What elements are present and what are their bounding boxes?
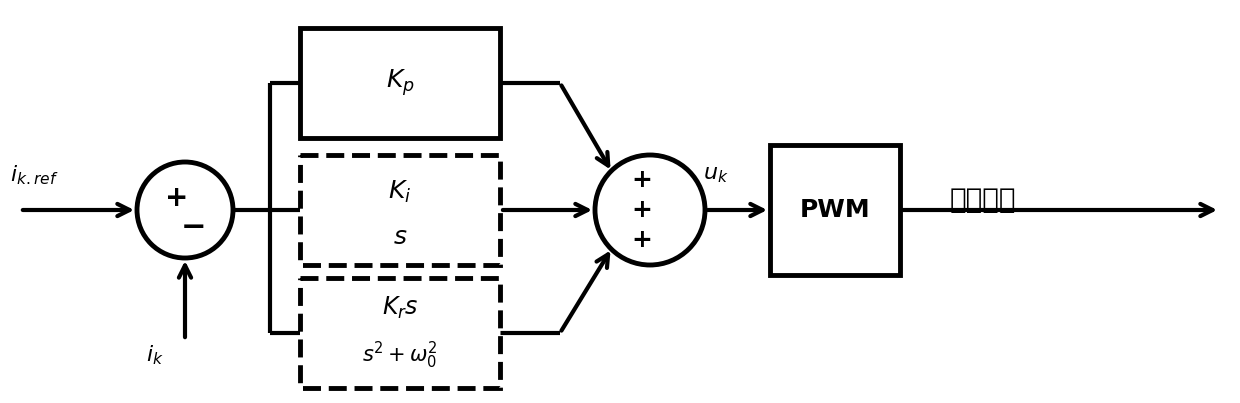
- Text: $K_p$: $K_p$: [386, 68, 414, 98]
- Text: PWM: PWM: [800, 198, 870, 222]
- Text: $s^2+\omega_0^2$: $s^2+\omega_0^2$: [362, 339, 438, 371]
- Text: $s$: $s$: [393, 225, 407, 249]
- Bar: [770, 145, 900, 275]
- Text: +: +: [631, 198, 652, 222]
- Text: +: +: [165, 184, 188, 212]
- Bar: [300, 278, 500, 388]
- Text: +: +: [631, 228, 652, 252]
- Text: +: +: [631, 168, 652, 192]
- Text: $u_k$: $u_k$: [703, 165, 729, 185]
- Text: $K_i$: $K_i$: [388, 179, 412, 205]
- Bar: [300, 155, 500, 265]
- Text: $K_r s$: $K_r s$: [382, 295, 418, 321]
- Text: −: −: [180, 214, 206, 243]
- Text: $i_k$: $i_k$: [146, 343, 164, 367]
- Bar: [300, 28, 500, 138]
- Text: 控制脉冲: 控制脉冲: [950, 186, 1017, 214]
- Text: $i_{k.ref}$: $i_{k.ref}$: [10, 163, 58, 187]
